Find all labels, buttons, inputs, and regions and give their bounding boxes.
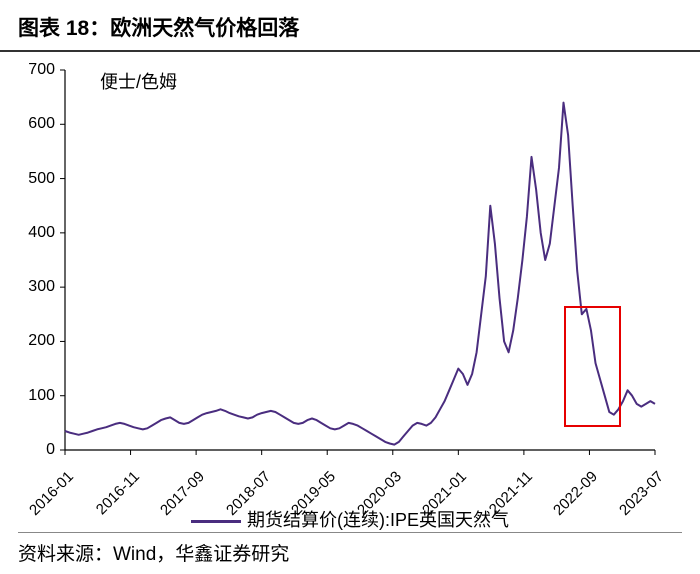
source-attribution: 资料来源：Wind，华鑫证券研究 bbox=[18, 532, 682, 566]
y-tick-label: 300 bbox=[20, 278, 55, 296]
y-tick-label: 400 bbox=[20, 224, 55, 242]
legend-label: 期货结算价(连续):IPE英国天然气 bbox=[247, 510, 509, 530]
y-tick-label: 200 bbox=[20, 332, 55, 350]
y-tick-label: 0 bbox=[20, 441, 55, 459]
highlight-rectangle bbox=[564, 306, 621, 427]
y-tick-label: 100 bbox=[20, 387, 55, 405]
legend-line-swatch bbox=[191, 520, 241, 523]
plot-area bbox=[55, 60, 665, 460]
legend: 期货结算价(连续):IPE英国天然气 bbox=[0, 506, 700, 532]
y-tick-label: 600 bbox=[20, 115, 55, 133]
chart-title: 图表 18：欧洲天然气价格回落 bbox=[0, 0, 700, 52]
figure-container: 图表 18：欧洲天然气价格回落 便士/色姆 010020030040050060… bbox=[0, 0, 700, 574]
y-axis: 0 100 200 300 400 500 600 700 bbox=[20, 60, 55, 460]
y-tick-label: 500 bbox=[20, 170, 55, 188]
y-tick-label: 700 bbox=[20, 61, 55, 79]
